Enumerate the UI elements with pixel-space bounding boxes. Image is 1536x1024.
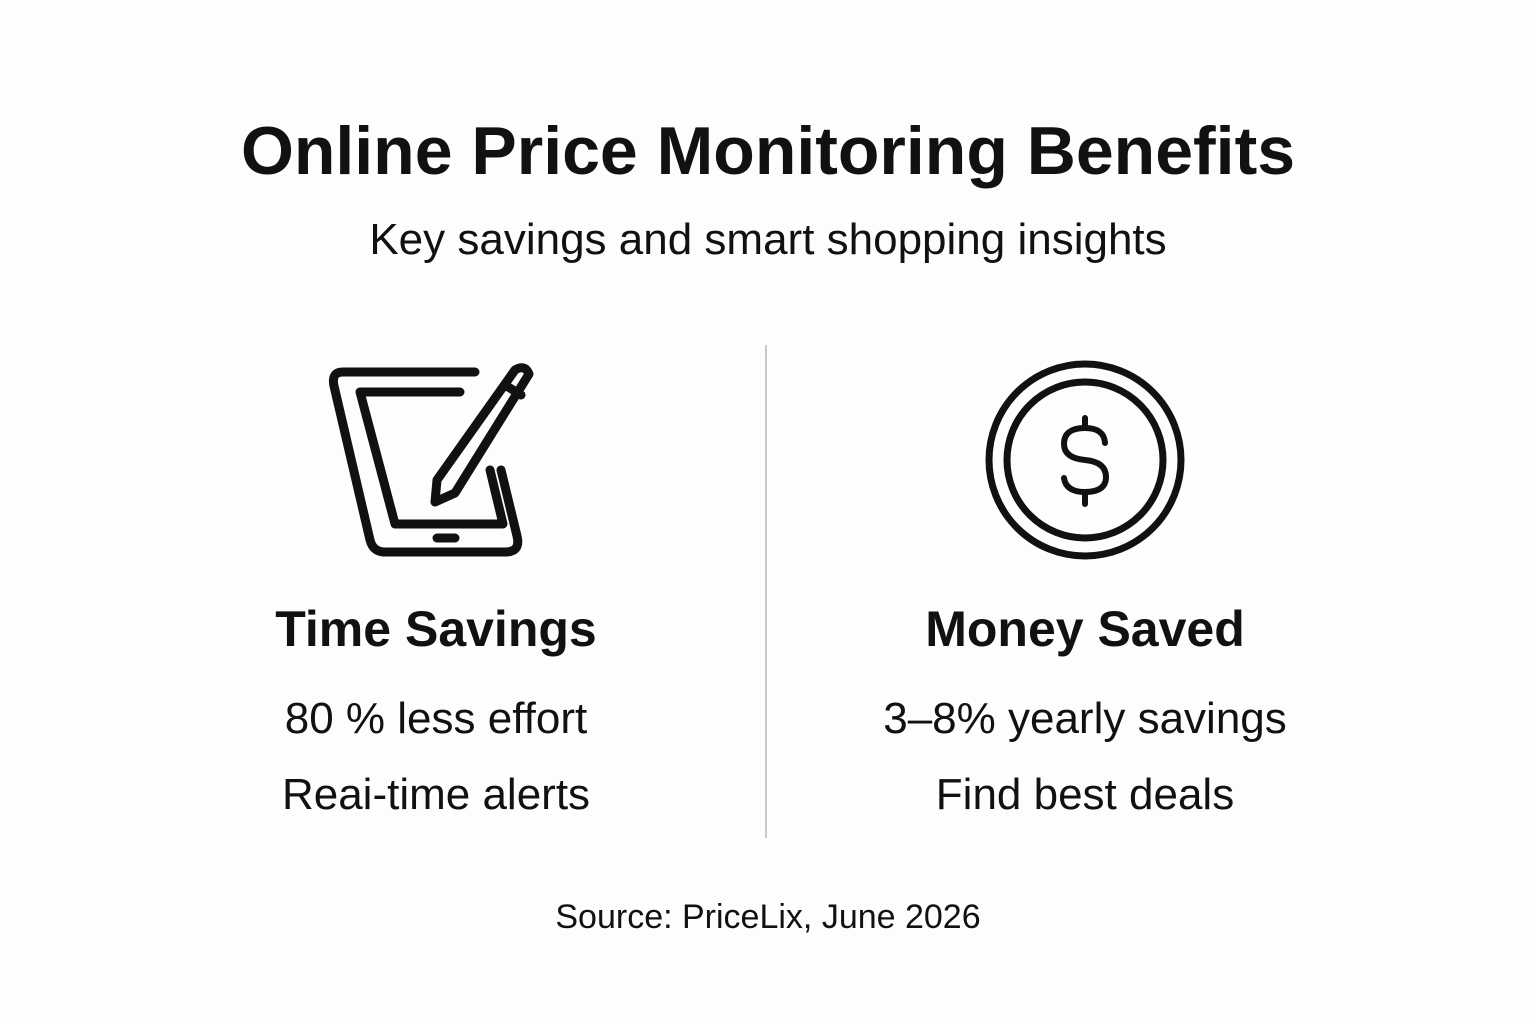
benefit-line: 80 % less effort	[284, 694, 588, 743]
page-title: Online Price Monitoring Benefits	[240, 113, 1296, 189]
benefit-line: 3–8% yearly savings	[883, 694, 1287, 743]
source-note: Source: PriceLix, June 2026	[555, 898, 981, 936]
tablet-pen-icon	[328, 363, 534, 557]
benefit-line: Reai-time alerts	[281, 770, 591, 819]
benefit-heading: Money Saved	[925, 601, 1245, 657]
benefit-heading: Time Savings	[275, 601, 597, 657]
dollar-coin-icon	[985, 360, 1185, 560]
page-subtitle: Key savings and smart shopping insights	[369, 215, 1167, 264]
benefit-line: Find best deals	[935, 770, 1235, 819]
column-divider	[765, 345, 767, 838]
